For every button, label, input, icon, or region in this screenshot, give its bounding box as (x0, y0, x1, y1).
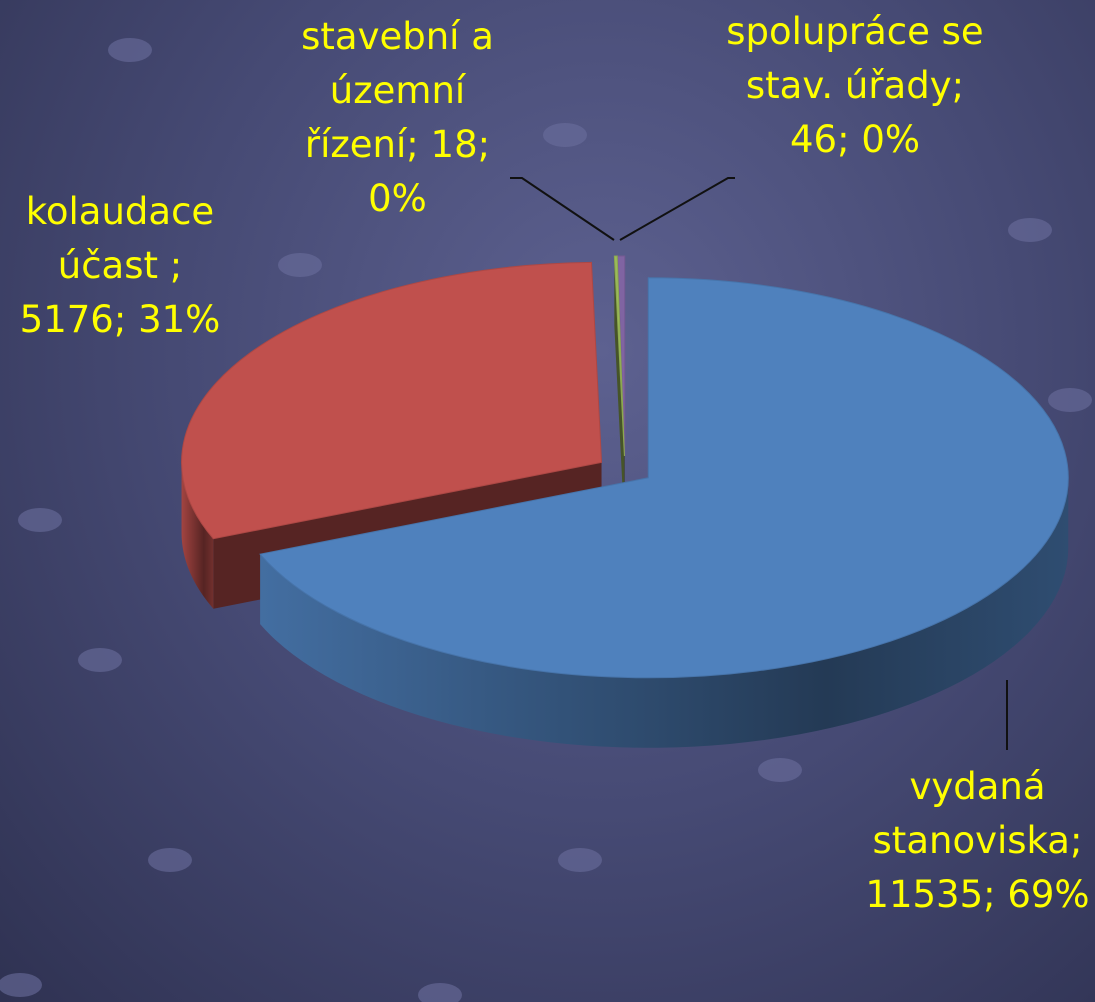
label-separator: ; (1069, 819, 1095, 862)
slice (613, 255, 625, 457)
label-category: stavební a územní řízení (301, 15, 506, 166)
label-value: 18 (430, 123, 478, 166)
slice (181, 261, 603, 540)
label-value: 11535 (865, 873, 984, 916)
leader-lines (510, 177, 1008, 750)
pie (181, 255, 1069, 748)
slice-side (181, 462, 214, 609)
label-separator: ; (406, 123, 431, 166)
label-percent: 0% (861, 118, 921, 161)
label-category: vydaná stanoviska (872, 765, 1070, 862)
label-separator: ; (983, 873, 1008, 916)
label-percent: 0% (368, 177, 427, 220)
label-category: spolupráce se stav. úřady (726, 10, 996, 107)
label-value: 46 (789, 118, 838, 161)
label-separator: ; (169, 244, 194, 287)
slice-side (260, 477, 1069, 748)
label-separator: ; (477, 123, 502, 166)
slice (259, 277, 1069, 679)
label-separator: ; (951, 64, 976, 107)
label-separator: ; (837, 118, 862, 161)
label-category: kolaudace účast (25, 190, 226, 287)
label-percent: 69% (1007, 873, 1090, 916)
data-label: spolupráce se stav. úřady; 46; 0% (725, 5, 985, 167)
label-separator: ; (113, 298, 139, 341)
data-label: stavební a územní řízení; 18; 0% (275, 10, 520, 226)
data-label: kolaudace účast ; 5176; 31% (0, 185, 240, 347)
label-value: 5176 (19, 298, 114, 341)
slice-face (614, 256, 625, 527)
label-percent: 31% (138, 298, 221, 341)
data-label: vydaná stanoviska; 11535; 69% (860, 760, 1095, 922)
background-dots (0, 38, 1092, 1002)
